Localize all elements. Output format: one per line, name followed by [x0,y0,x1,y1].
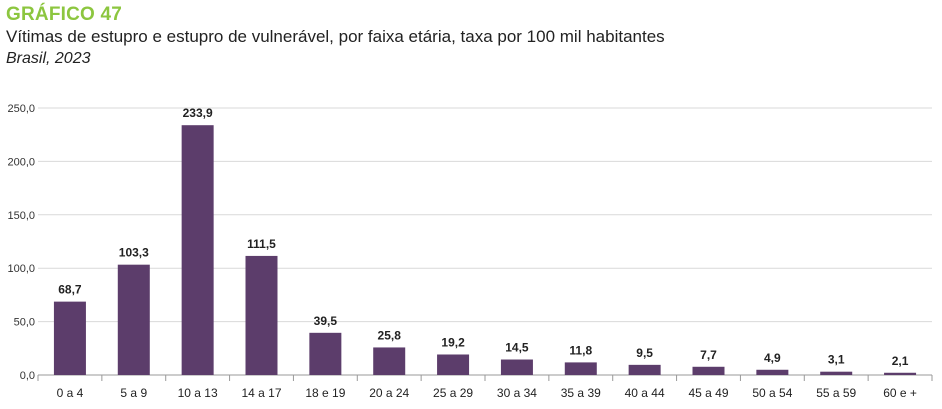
data-label: 4,9 [764,351,781,365]
x-tick-label: 55 a 59 [816,386,856,400]
y-tick-label: 200,0 [7,156,35,168]
x-tick-label: 40 a 44 [625,386,665,400]
chart-title: Vítimas de estupro e estupro de vulneráv… [6,27,665,46]
chart-subtitle: Brasil, 2023 [6,50,91,67]
bar-18-e-19 [309,332,342,375]
data-label: 103,3 [119,246,149,260]
x-tick-label: 5 a 9 [120,386,147,400]
bar-5-a-9 [117,264,150,375]
x-tick-label: 0 a 4 [57,386,84,400]
bar-10-a-13 [181,125,214,376]
x-tick-label: 30 a 34 [497,386,537,400]
data-label: 39,5 [314,314,338,328]
data-label: 9,5 [636,346,653,360]
x-tick-label: 60 e + [883,386,917,400]
x-tick-label: 35 a 39 [561,386,601,400]
x-tick-label: 45 a 49 [688,386,728,400]
x-tick-label: 18 e 19 [305,386,345,400]
y-tick-label: 100,0 [7,263,35,275]
data-label: 14,5 [505,341,529,355]
data-label: 7,7 [700,348,717,362]
bar-45-a-49 [692,366,725,375]
bar-30-a-34 [500,359,533,375]
y-tick-label: 150,0 [7,210,35,222]
x-tick-label: 14 a 17 [241,386,281,400]
bar-55-a-59 [820,371,853,375]
data-label: 3,1 [828,353,845,367]
bar-25-a-29 [437,354,470,375]
data-label: 233,9 [183,106,213,120]
x-tick-label: 25 a 29 [433,386,473,400]
bar-40-a-44 [628,364,661,375]
bar-35-a-39 [564,362,597,375]
y-tick-label: 250,0 [7,103,35,115]
data-label: 19,2 [441,335,465,349]
bar-0-a-4 [53,301,86,375]
figure-label: GRÁFICO 47 [6,4,123,25]
chart-header: GRÁFICO 47 Vítimas de estupro e estupro … [6,4,665,70]
data-label: 111,5 [247,237,276,251]
data-label: 11,8 [569,343,592,357]
data-label: 25,8 [378,328,402,342]
bar-50-a-54 [756,369,789,375]
y-tick-label: 0,0 [20,370,35,382]
x-tick-label: 10 a 13 [178,386,218,400]
data-label: 2,1 [892,354,909,368]
bar-14-a-17 [245,255,278,375]
bar-60-e-plus [884,372,917,375]
bar-20-a-24 [373,347,406,375]
x-tick-label: 50 a 54 [752,386,792,400]
x-tick-label: 20 a 24 [369,386,409,400]
y-tick-label: 50,0 [14,317,35,329]
data-label: 68,7 [58,283,82,297]
